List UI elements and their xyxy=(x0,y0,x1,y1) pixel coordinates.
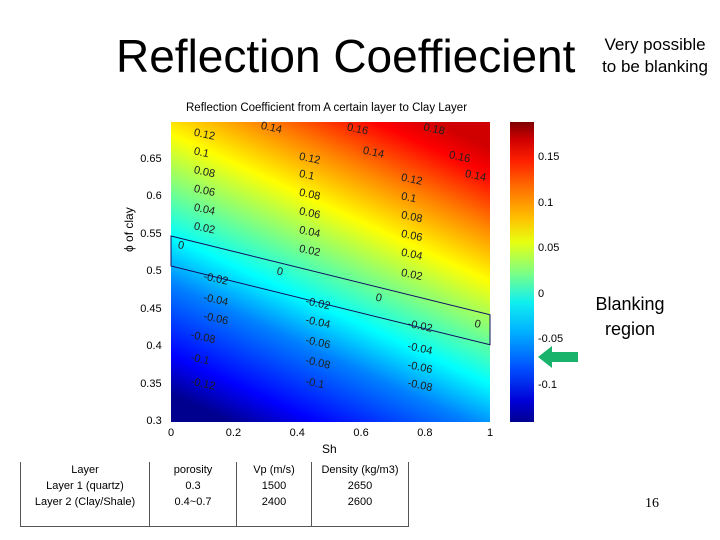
y-tick-label: 0.45 xyxy=(140,302,162,315)
contour-label: 0.1 xyxy=(193,145,210,160)
y-tick-label: 0.55 xyxy=(140,227,162,240)
colorbar-tick-label: 0 xyxy=(538,287,545,300)
contour-label: -0.04 xyxy=(202,292,229,309)
contour-label: -0.06 xyxy=(304,334,331,351)
table-cell: Layer 1 (quartz) xyxy=(20,478,150,494)
contour-label: -0.1 xyxy=(190,352,211,368)
table-cell: 1500 xyxy=(236,478,312,494)
chart-title: Reflection Coefficient from A certain la… xyxy=(186,102,468,114)
contour-label: 0.14 xyxy=(260,120,283,136)
x-tick-label: 0.8 xyxy=(417,427,433,439)
contour-label: 0.06 xyxy=(298,205,321,221)
x-tick-label: 0.4 xyxy=(289,427,305,439)
table-header: Density (kg/m3) xyxy=(311,462,409,478)
colorbar xyxy=(510,122,534,422)
contour-label: -0.1 xyxy=(304,376,325,392)
colorbar-tick-label: 0.15 xyxy=(538,151,560,164)
contour-label: 0.14 xyxy=(464,168,487,184)
table-header: Vp (m/s) xyxy=(236,462,312,478)
slide-title: Reflection Coeffiecient xyxy=(116,30,576,82)
contour-label: 0 xyxy=(276,265,284,278)
contour-label: 0.14 xyxy=(362,145,385,161)
y-axis-label: ϕ of clay xyxy=(122,207,136,252)
table-cell: Layer 2 (Clay/Shale) xyxy=(20,494,150,510)
contour-label: 0.12 xyxy=(400,172,423,188)
contour-label: 0 xyxy=(473,318,481,331)
y-tick-label: 0.4 xyxy=(146,340,162,352)
contour-label: 0.04 xyxy=(298,224,321,240)
contour-label: 0.16 xyxy=(346,121,369,137)
y-tick-label: 0.65 xyxy=(140,152,162,165)
page-number: 16 xyxy=(645,496,659,511)
table-header: Layer xyxy=(20,462,150,478)
contour-label: 0.04 xyxy=(400,247,423,263)
contour-label: -0.04 xyxy=(406,340,433,357)
contour-label: 0.02 xyxy=(400,267,423,283)
contour-label: 0.08 xyxy=(193,164,216,180)
y-tick-label: 0.35 xyxy=(140,377,162,390)
contour-label: 0.06 xyxy=(400,228,423,244)
colorbar-tick-label: 0.05 xyxy=(538,242,560,255)
x-tick-label: 0.2 xyxy=(225,427,242,439)
note-blanking-region: Blanking region xyxy=(595,294,665,339)
colorbar-tick-label: -0.1 xyxy=(538,378,557,391)
blanking-region-outline xyxy=(170,235,491,346)
y-tick-label: 0.6 xyxy=(146,190,162,202)
table-cell xyxy=(236,510,312,527)
table-header-row: Layer porosity Vp (m/s) Density (kg/m3) xyxy=(20,462,409,478)
table-cell: 0.4~0.7 xyxy=(149,494,237,510)
note-very-possible: Very possible to be blanking xyxy=(602,35,708,76)
contour-label: -0.06 xyxy=(406,359,433,376)
table-cell: 0.3 xyxy=(149,478,237,494)
properties-table: Layer porosity Vp (m/s) Density (kg/m3) … xyxy=(20,462,409,527)
arrow-left-icon xyxy=(538,346,578,368)
contour-label: 0.04 xyxy=(193,202,216,218)
contour-label: 0.1 xyxy=(400,190,417,205)
x-axis-label: Sh xyxy=(322,442,337,456)
contour-label: 0 xyxy=(375,292,383,305)
contour-label: 0.18 xyxy=(422,121,445,137)
heatmap-plot: 0.14 0.16 0.180.120.1 0.12 0.14 0.160.08 0.1 0.… xyxy=(170,120,491,422)
contour-label: 0 xyxy=(177,239,185,252)
contour-label: 0.1 xyxy=(298,168,315,183)
colorbar-tick-label: 0.1 xyxy=(538,196,554,209)
contour-label: 0.12 xyxy=(298,151,321,167)
x-tick-label: 1 xyxy=(487,427,494,439)
contour-label: 0.02 xyxy=(193,220,216,236)
x-tick-label: 0 xyxy=(168,427,175,439)
contour-label: -0.02 xyxy=(304,295,331,312)
y-tick-label: 0.3 xyxy=(146,415,162,427)
table-cell: 2400 xyxy=(236,494,312,510)
contour-label: -0.08 xyxy=(406,377,433,394)
contour-label: 0.08 xyxy=(298,187,321,203)
contour-label: -0.12 xyxy=(190,376,217,393)
table-cell xyxy=(311,510,409,527)
y-tick-label: 0.5 xyxy=(146,265,162,277)
contour-label: 0.02 xyxy=(298,243,321,259)
contour-label: -0.04 xyxy=(304,314,331,331)
table-header: porosity xyxy=(149,462,237,478)
contour-label: -0.06 xyxy=(202,310,229,327)
table-cell xyxy=(149,510,237,527)
x-tick-label: 0.6 xyxy=(353,427,369,439)
table-row: Layer 1 (quartz) 0.3 1500 2650 xyxy=(20,478,409,494)
contour-label: -0.02 xyxy=(406,318,433,335)
contour-label: 0.16 xyxy=(448,149,471,165)
contour-label: -0.08 xyxy=(190,329,217,346)
table-row xyxy=(20,510,409,527)
table-cell xyxy=(20,510,150,527)
table-cell: 2600 xyxy=(311,494,409,510)
contour-label: 0.12 xyxy=(193,127,216,143)
contour-label: 0.06 xyxy=(193,183,216,199)
colorbar-tick-label: -0.05 xyxy=(538,333,564,346)
heatmap-field xyxy=(171,122,490,422)
contour-label: 0.08 xyxy=(400,209,423,225)
table-row: Layer 2 (Clay/Shale) 0.4~0.7 2400 2600 xyxy=(20,494,409,510)
contour-label: -0.08 xyxy=(304,355,331,372)
table-cell: 2650 xyxy=(311,478,409,494)
